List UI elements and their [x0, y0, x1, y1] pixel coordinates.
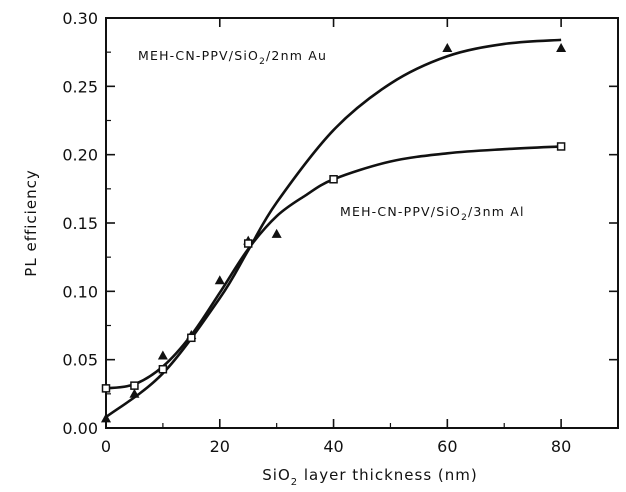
y-tick-label: 0.10 [62, 282, 98, 301]
x-tick-label: 0 [101, 437, 111, 456]
series-2-label: MEH-CN-PPV/SiO2/3nm Al [340, 204, 525, 223]
square-point [158, 364, 168, 374]
triangle-point [214, 275, 225, 285]
triangle-point [271, 228, 282, 238]
y-tick-label: 0.00 [62, 419, 98, 438]
x-axis-label: SiO2 layer thickness (nm) [262, 466, 478, 488]
square-point [243, 239, 253, 248]
y-axis-label: PL efficiency [22, 169, 40, 276]
triangle-point [157, 350, 168, 360]
triangle-point [442, 42, 453, 52]
x-tick-label: 40 [323, 437, 343, 456]
triangle-point [556, 42, 567, 52]
x-tick-label: 80 [551, 437, 571, 456]
series-1-fit-line [105, 38, 562, 419]
square-point [329, 175, 338, 184]
y-tick-label: 0.25 [62, 77, 98, 96]
y-tick-label: 0.05 [62, 351, 98, 370]
square-point [101, 384, 111, 393]
series-1-label: MEH-CN-PPV/SiO2/2nm Au [138, 48, 327, 67]
x-tick-label: 60 [437, 437, 457, 456]
square-point [556, 142, 566, 151]
y-tick-label: 0.15 [62, 214, 98, 233]
triangle-point [100, 413, 112, 423]
square-point [187, 333, 196, 343]
square-point [130, 381, 139, 390]
x-tick-label: 20 [210, 437, 230, 456]
triangle-point [129, 388, 140, 398]
y-tick-label: 0.20 [62, 146, 98, 165]
y-tick-label: 0.30 [62, 9, 98, 28]
plot-frame [105, 17, 619, 429]
